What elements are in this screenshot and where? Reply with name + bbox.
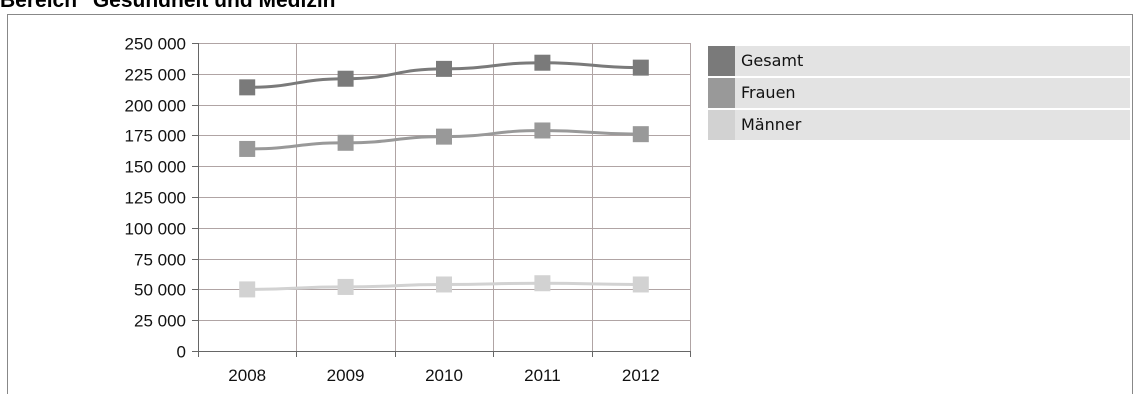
- legend-label: Gesamt: [741, 51, 804, 70]
- legend-swatch: [708, 110, 735, 140]
- data-point-m-nner: [632, 276, 649, 293]
- data-point-frauen: [337, 134, 354, 151]
- y-tick-label: 125 000: [125, 189, 186, 208]
- data-point-gesamt: [436, 60, 452, 77]
- x-tick-label: 2009: [327, 366, 365, 385]
- y-tick-label: 175 000: [125, 127, 186, 146]
- y-tick-label: 100 000: [125, 220, 186, 239]
- data-point-gesamt: [534, 54, 551, 71]
- data-point-frauen: [534, 122, 551, 139]
- chart-legend: Gesamt Frauen Männer: [708, 46, 1130, 142]
- y-tick-label: 50 000: [134, 281, 186, 300]
- data-point-m-nner: [337, 278, 354, 295]
- data-point-m-nner: [534, 275, 551, 292]
- y-tick-label: 25 000: [134, 312, 186, 331]
- legend-swatch: [708, 78, 735, 108]
- data-point-m-nner: [436, 276, 452, 293]
- y-tick-label: 0: [177, 343, 186, 362]
- data-point-gesamt: [239, 79, 256, 96]
- legend-item: Männer: [708, 110, 1130, 140]
- y-tick-label: 150 000: [125, 158, 186, 177]
- data-point-frauen: [239, 140, 256, 157]
- y-tick-label: 200 000: [125, 97, 186, 116]
- legend-item: Gesamt: [708, 46, 1130, 76]
- legend-label: Männer: [741, 115, 802, 134]
- data-point-gesamt: [632, 59, 649, 76]
- y-tick-label: 250 000: [125, 35, 186, 54]
- data-point-gesamt: [337, 70, 354, 87]
- data-point-frauen: [436, 128, 452, 145]
- legend-item: Frauen: [708, 78, 1130, 108]
- chart-heading: Bereich "Gesundheit und Medizin": [0, 0, 346, 12]
- y-tick-label: 75 000: [134, 251, 186, 270]
- x-tick-label: 2012: [622, 366, 660, 385]
- x-tick-label: 2008: [228, 366, 266, 385]
- chart-frame: [7, 14, 1133, 394]
- legend-label: Frauen: [741, 83, 796, 102]
- data-point-frauen: [632, 126, 649, 143]
- x-tick-label: 2011: [524, 366, 561, 385]
- legend-swatch: [708, 46, 735, 76]
- y-tick-label: 225 000: [125, 66, 186, 85]
- data-point-m-nner: [239, 281, 256, 298]
- x-tick-label: 2010: [425, 366, 463, 385]
